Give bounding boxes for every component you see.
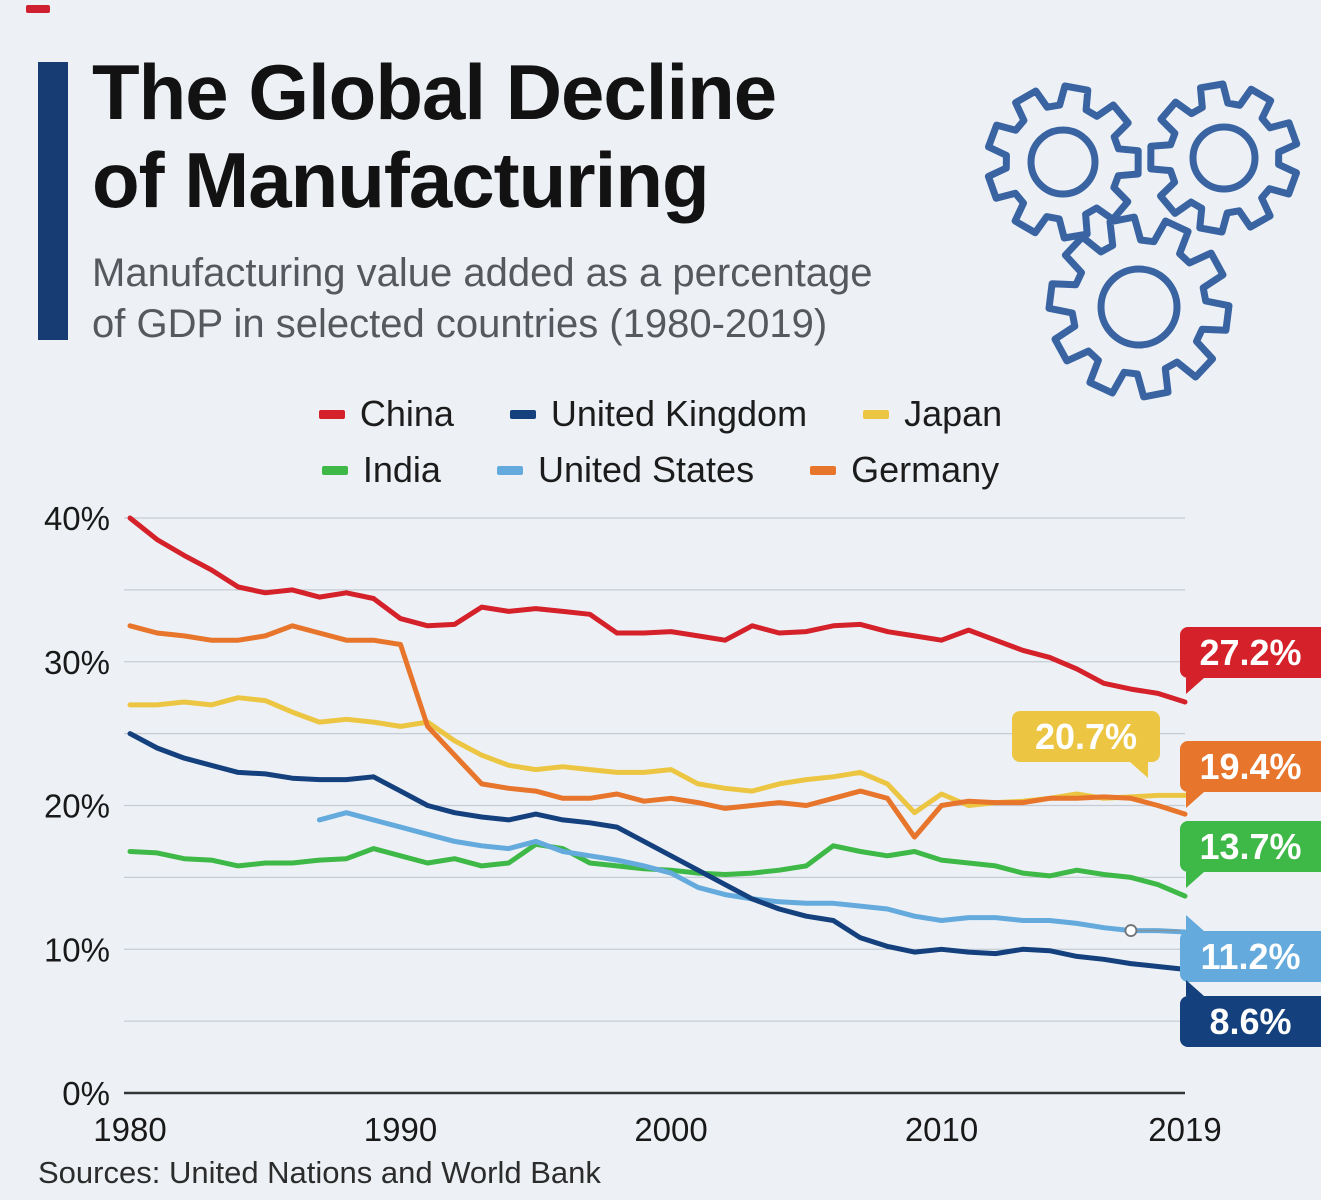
end-label-china-tail <box>1186 678 1204 694</box>
crop-artifact-dash <box>26 5 50 13</box>
legend-item-united-kingdom: United Kingdom <box>509 393 808 435</box>
legend-label-japan: Japan <box>904 393 1003 434</box>
legend-row-2: India United States Germany <box>0 442 1321 498</box>
legend-dash-india <box>321 465 348 475</box>
subtitle-line-1: Manufacturing value added as a percentag… <box>92 251 873 295</box>
gear-hole-3 <box>1097 265 1181 349</box>
legend-item-germany: Germany <box>810 449 999 491</box>
legend-dash-japan <box>863 409 890 419</box>
subtitle-line-2: of GDP in selected countries (1980-2019) <box>92 302 828 347</box>
legend-label-united-states: United States <box>537 449 755 490</box>
end-label-united-states: 11.2% <box>1180 915 1321 982</box>
legend-label-united-kingdom: United Kingdom <box>550 393 808 434</box>
legend-dash-germany <box>810 465 837 475</box>
series-line-china <box>127 515 1188 705</box>
series-line-germany <box>127 623 1188 840</box>
end-label-china-text: 27.2% <box>1199 631 1302 673</box>
legend-label-germany: Germany <box>851 449 1000 490</box>
end-label-germany: 19.4% <box>1180 741 1321 808</box>
x-tick-label: 2000 <box>634 1111 707 1148</box>
end-label-united-states-tail <box>1186 915 1204 931</box>
legend-label-china: China <box>359 393 454 434</box>
sources-text: Sources: United Nations and World Bank <box>38 1155 601 1190</box>
legend-item-china: China <box>318 393 454 435</box>
title-line-2: of Manufacturing <box>92 136 710 225</box>
legend-row-1: China United Kingdom Japan <box>0 386 1321 442</box>
x-tick-label: 1990 <box>364 1111 437 1148</box>
end-label-japan: 20.7% <box>1012 711 1160 778</box>
end-label-india: 13.7% <box>1180 821 1321 888</box>
series-line-united-kingdom <box>127 731 1188 972</box>
y-tick-label: 20% <box>44 788 110 825</box>
y-tick-label: 10% <box>44 931 110 968</box>
end-label-india-text: 13.7% <box>1199 825 1302 867</box>
end-label-germany-tail <box>1186 792 1204 808</box>
y-tick-label: 30% <box>44 644 110 681</box>
gear-icon-2 <box>1147 80 1301 236</box>
end-label-india-tail <box>1186 872 1204 888</box>
gear-icon-1 <box>984 82 1142 242</box>
chart-legend: China United Kingdom Japan India United … <box>0 386 1321 498</box>
gear-icon-3 <box>1045 213 1233 401</box>
end-label-united-kingdom-text: 8.6% <box>1209 1000 1292 1042</box>
legend-dash-united-kingdom <box>509 409 536 419</box>
end-label-united-states-text: 11.2% <box>1200 935 1301 977</box>
legend-label-india: India <box>362 449 441 490</box>
title-line-1: The Global Decline <box>92 48 777 136</box>
legend-dash-united-states <box>496 465 523 475</box>
end-label-united-kingdom: 8.6% <box>1180 980 1321 1047</box>
end-label-united-kingdom-tail <box>1186 980 1204 996</box>
x-tick-label: 1980 <box>93 1111 166 1148</box>
legend-item-united-states: United States <box>496 449 755 491</box>
gears-icon <box>984 80 1301 401</box>
chart-subtitle: Manufacturing value added as a percentag… <box>92 248 873 350</box>
legend-item-india: India <box>321 449 441 491</box>
x-tick-label: 2019 <box>1148 1111 1221 1148</box>
point-marker <box>1124 924 1138 937</box>
end-label-japan-text: 20.7% <box>1034 715 1138 757</box>
end-label-japan-tail <box>1130 762 1148 778</box>
page-title: The Global Decline of Manufacturing <box>92 48 777 225</box>
gear-hole-1 <box>1027 126 1099 198</box>
gear-hole-2 <box>1189 123 1259 193</box>
legend-dash-china <box>318 409 345 419</box>
x-tick-label: 2010 <box>905 1111 978 1148</box>
title-accent-bar <box>38 62 68 340</box>
end-label-germany-text: 19.4% <box>1199 745 1302 787</box>
y-tick-label: 40% <box>44 500 110 537</box>
legend-item-japan: Japan <box>863 393 1002 435</box>
end-label-china: 27.2% <box>1180 627 1321 694</box>
y-tick-label: 0% <box>62 1075 110 1112</box>
